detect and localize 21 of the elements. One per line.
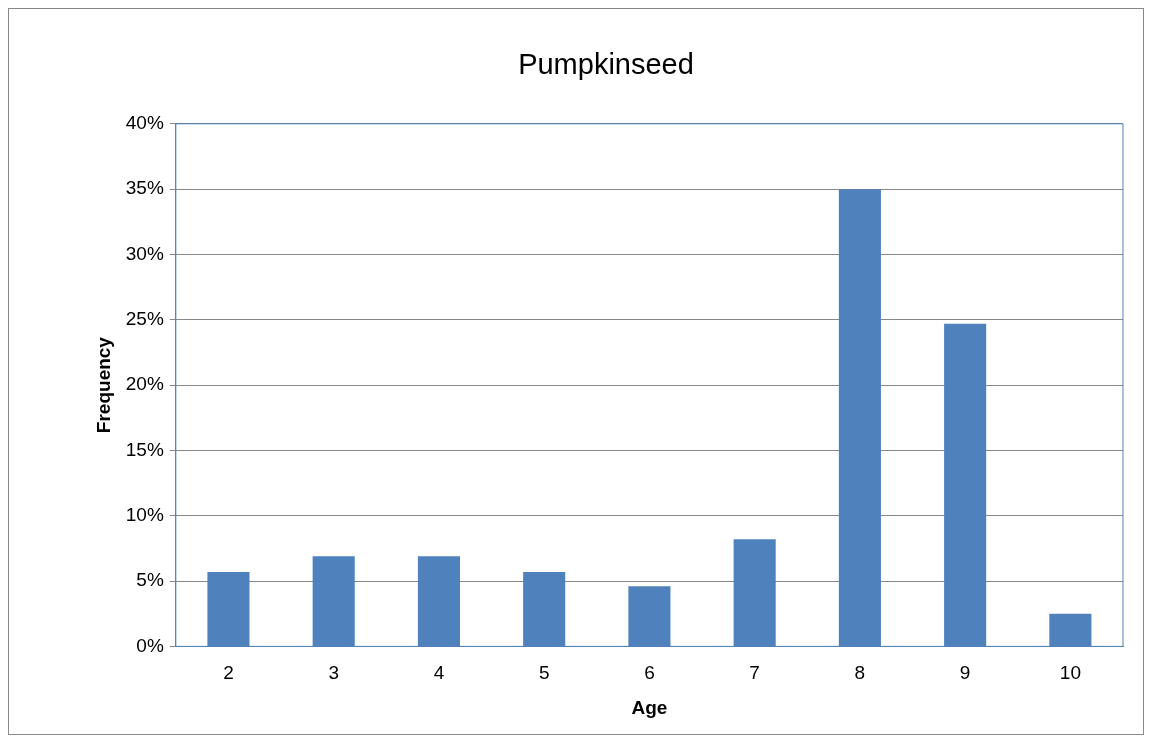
- y-axis-title: Frequency: [92, 336, 114, 434]
- x-tick-label: 10: [1059, 662, 1081, 684]
- x-tick-label: 4: [433, 662, 445, 684]
- x-tick-label: 8: [854, 662, 866, 684]
- x-tick-label: 9: [959, 662, 971, 684]
- chart-title: Pumpkinseed: [518, 48, 694, 81]
- y-tick-label: 5%: [136, 569, 164, 591]
- y-tick-label: 25%: [125, 308, 164, 330]
- y-tick-label: 40%: [125, 112, 164, 134]
- y-tick-label: 30%: [125, 242, 164, 264]
- y-tick-label: 35%: [125, 177, 164, 199]
- x-tick-label: 6: [644, 662, 655, 684]
- y-tick-label: 20%: [125, 373, 164, 395]
- x-tick-label: 5: [538, 662, 550, 684]
- y-tick-label: 15%: [125, 438, 164, 460]
- x-tick-label: 3: [328, 662, 339, 684]
- y-tick-label: 0%: [136, 634, 164, 656]
- x-tick-label: 2: [223, 662, 234, 684]
- x-tick-label: 7: [749, 662, 760, 684]
- y-tick-label: 10%: [125, 503, 164, 525]
- x-axis-title: Age: [631, 696, 668, 718]
